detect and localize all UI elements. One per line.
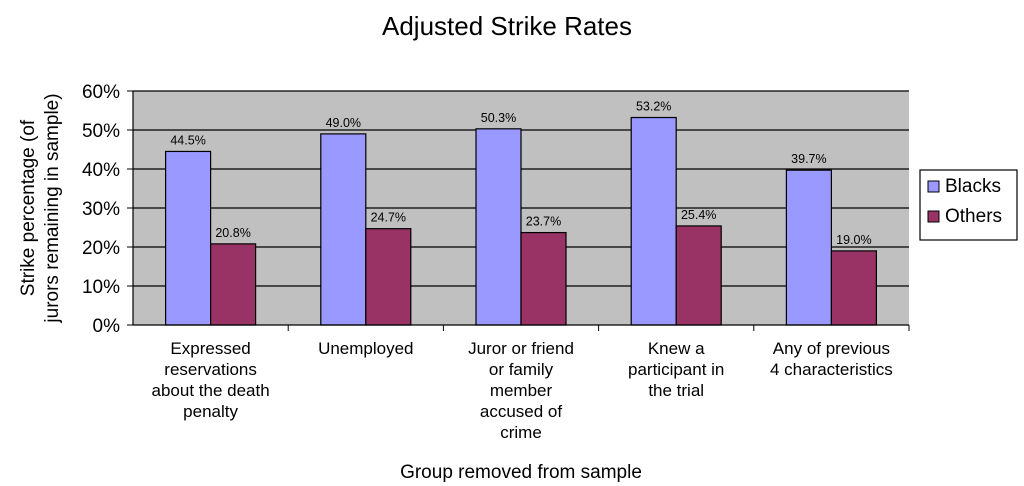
y-axis-ticks: 0% 10% 20% 30% 40% 50% 60%	[82, 82, 133, 337]
bar-others	[365, 228, 412, 326]
bar-blacks	[320, 133, 367, 326]
bar-others	[675, 225, 722, 326]
y-tick-label: 40%	[82, 160, 120, 181]
y-tick-label: 60%	[82, 82, 120, 103]
y-axis-title: Strike percentage (of jurors remaining in…	[18, 93, 63, 323]
x-category-label: Knew a participant in the trial	[628, 339, 724, 400]
x-category-label: Expressed reservations about the death pena…	[152, 339, 270, 421]
bar-others	[830, 250, 878, 326]
data-label: 50.3%	[481, 111, 516, 125]
legend-swatch-others	[927, 210, 940, 223]
data-label: 53.2%	[636, 100, 671, 114]
data-label: 19.0%	[836, 233, 871, 247]
data-label: 49.0%	[326, 116, 361, 130]
y-tick-label: 10%	[82, 277, 120, 298]
data-label: 20.8%	[215, 226, 250, 240]
bar-others	[210, 243, 257, 326]
x-axis-categories: Expressed reservations about the death pena…	[152, 339, 893, 442]
bars	[165, 116, 910, 331]
y-tick-label: 20%	[82, 238, 120, 259]
x-category-label: Juror or friend or family member accused of…	[468, 339, 574, 442]
data-labels: 44.5% 20.8% 49.0% 24.7% 50.3% 23.7% 53.2% 25.4%…	[170, 100, 871, 247]
data-label: 24.7%	[371, 211, 406, 225]
data-label: 23.7%	[526, 215, 561, 229]
data-label: 39.7%	[791, 152, 826, 166]
bar-blacks	[475, 128, 522, 326]
y-tick-label: 0%	[93, 316, 121, 337]
bar-others	[520, 231, 567, 326]
x-axis-title: Group removed from sample	[400, 462, 642, 483]
legend-label-blacks: Blacks	[945, 176, 1001, 197]
bar-blacks	[785, 169, 833, 326]
x-category-label: Any of previous 4 characteristics	[770, 339, 893, 379]
legend-swatch-blacks	[927, 180, 940, 193]
legend-label-others: Others	[945, 206, 1002, 227]
data-label: 44.5%	[170, 133, 205, 147]
legend: Blacks Others	[919, 169, 1018, 241]
chart-title: Adjusted Strike Rates	[382, 11, 632, 41]
bar-blacks	[630, 116, 677, 326]
x-category-label: Unemployed	[318, 339, 413, 358]
y-tick-label: 50%	[82, 121, 120, 142]
bar-blacks	[165, 150, 212, 326]
data-label: 25.4%	[681, 208, 716, 222]
y-tick-label: 30%	[82, 199, 120, 220]
